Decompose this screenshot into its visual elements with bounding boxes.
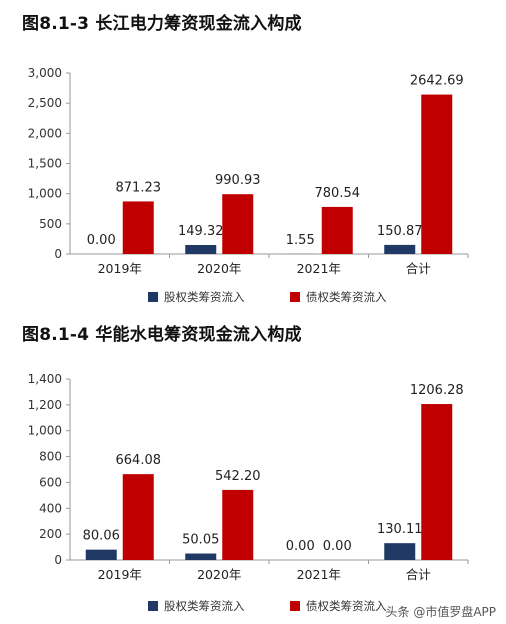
x-tick-label: 2019年 xyxy=(98,261,142,276)
x-tick-label: 2019年 xyxy=(98,567,142,582)
data-label: 1.55 xyxy=(286,233,315,248)
data-label: 80.06 xyxy=(83,529,120,544)
y-tick-label: 0 xyxy=(54,553,62,567)
x-tick-label: 2020年 xyxy=(197,261,241,276)
legend-label: 股权类筹资流入 xyxy=(164,599,245,613)
y-tick-label: 2,500 xyxy=(28,96,62,110)
chart-1: 0 500 1,000 1,500 2,000 2,500 3,000 0.00 871.23 2… xyxy=(28,66,469,304)
data-label: 0.00 xyxy=(87,233,116,248)
data-label: 2642.69 xyxy=(410,74,464,89)
x-tick-label: 合计 xyxy=(406,261,431,276)
legend-swatch xyxy=(290,292,300,302)
y-tick-label: 3,000 xyxy=(28,66,62,80)
y-tick-label: 1,500 xyxy=(28,157,62,171)
legend-swatch xyxy=(290,601,300,611)
bar-debt xyxy=(122,201,154,254)
bar-debt xyxy=(321,206,353,254)
bar-equity xyxy=(185,244,217,254)
chart-2-title: 图8.1-4 华能水电筹资现金流入构成 xyxy=(22,325,302,345)
y-tick-label: 0 xyxy=(54,247,62,261)
data-label: 50.05 xyxy=(182,533,219,548)
legend-label: 股权类筹资流入 xyxy=(164,290,245,304)
bar-equity xyxy=(384,543,416,560)
y-tick-label: 200 xyxy=(39,527,62,541)
bar-equity xyxy=(185,553,217,560)
data-label: 990.93 xyxy=(215,173,261,188)
y-tick-label: 800 xyxy=(39,450,62,464)
y-tick-label: 2,000 xyxy=(28,126,62,140)
data-label: 871.23 xyxy=(116,180,162,195)
legend-swatch xyxy=(148,292,158,302)
data-label: 130.11 xyxy=(377,522,423,537)
data-label: 780.54 xyxy=(315,186,361,201)
data-label: 0.00 xyxy=(286,539,315,554)
y-tick-label: 1,400 xyxy=(28,372,62,386)
y-tick-label: 1,200 xyxy=(28,398,62,412)
y-tick-label: 1,000 xyxy=(28,424,62,438)
bar-debt xyxy=(421,94,453,254)
y-tick-label: 600 xyxy=(39,475,62,489)
data-label: 664.08 xyxy=(116,453,162,468)
legend-label: 债权类筹资流入 xyxy=(306,290,387,304)
bar-equity xyxy=(384,244,416,254)
bar-debt xyxy=(222,194,254,254)
y-tick-label: 400 xyxy=(39,501,62,515)
y-tick-label: 1,000 xyxy=(28,187,62,201)
data-label: 0.00 xyxy=(323,539,352,554)
data-label: 149.32 xyxy=(178,224,224,239)
bar-debt xyxy=(222,489,254,560)
y-tick-label: 500 xyxy=(39,217,62,231)
x-tick-label: 2021年 xyxy=(297,261,341,276)
data-label: 150.87 xyxy=(377,224,423,239)
x-tick-label: 2020年 xyxy=(197,567,241,582)
bar-equity xyxy=(85,549,117,560)
x-tick-label: 2021年 xyxy=(297,567,341,582)
data-label: 542.20 xyxy=(215,469,261,484)
x-tick-label: 合计 xyxy=(406,567,431,582)
data-label: 1206.28 xyxy=(410,383,464,398)
chart-1-title: 图8.1-3 长江电力筹资现金流入构成 xyxy=(22,14,302,34)
legend-swatch xyxy=(148,601,158,611)
legend-label: 债权类筹资流入 xyxy=(306,599,387,613)
bar-debt xyxy=(421,404,453,560)
watermark: 头条 @市值罗盘APP xyxy=(385,605,497,619)
bar-debt xyxy=(122,474,154,560)
